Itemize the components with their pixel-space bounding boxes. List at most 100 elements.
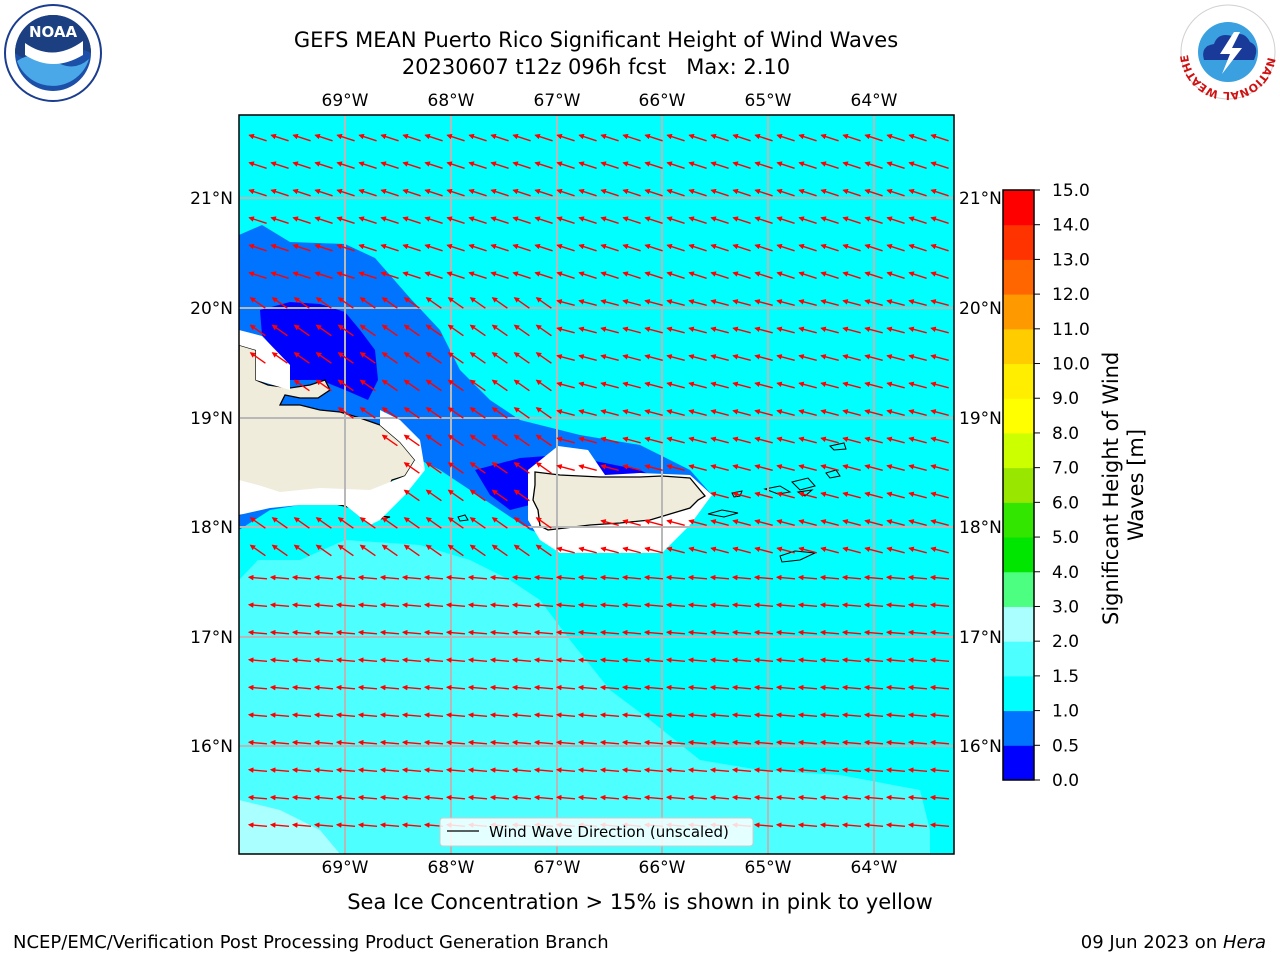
lon-tick: 69°W	[322, 858, 369, 878]
wave-direction-arrow	[381, 297, 398, 309]
wave-direction-arrow	[842, 381, 861, 389]
wave-direction-arrow	[599, 657, 620, 663]
wave-direction-arrow	[358, 188, 377, 197]
wave-direction-arrow	[820, 464, 839, 471]
wave-direction-arrow	[578, 464, 597, 471]
wave-direction-arrow	[402, 133, 421, 142]
wave-direction-arrow	[753, 657, 774, 663]
wave-direction-arrow	[819, 629, 840, 636]
lon-tick: 65°W	[745, 91, 792, 111]
wave-direction-arrow	[842, 546, 861, 554]
wave-direction-arrow	[842, 133, 861, 142]
wave-direction-arrow	[666, 243, 685, 252]
wave-direction-arrow	[445, 602, 466, 608]
wave-direction-arrow	[357, 822, 378, 828]
wave-direction-arrow	[688, 188, 707, 197]
wave-direction-arrow	[798, 436, 817, 444]
wave-direction-arrow	[710, 216, 729, 224]
wave-direction-arrow	[665, 684, 686, 691]
wave-direction-arrow	[490, 133, 509, 142]
lat-tick: 16°N	[959, 737, 1002, 757]
wave-direction-arrow	[291, 767, 312, 773]
wave-direction-arrow	[313, 767, 334, 773]
colorbar-tick-label: 2.0	[1052, 632, 1079, 652]
wave-direction-arrow	[665, 739, 686, 746]
wave-direction-arrow	[403, 489, 420, 502]
colorbar-segment	[1003, 363, 1034, 399]
wave-direction-arrow	[425, 462, 442, 474]
wave-direction-arrow	[359, 544, 376, 557]
wave-direction-arrow	[446, 188, 465, 197]
wave-direction-arrow	[447, 407, 464, 419]
wave-direction-arrow	[534, 243, 553, 252]
wave-direction-arrow	[247, 629, 268, 636]
wave-direction-arrow	[379, 822, 400, 828]
wave-direction-arrow	[666, 216, 685, 224]
wave-direction-arrow	[908, 436, 927, 444]
sea-ice-caption: Sea Ice Concentration > 15% is shown in …	[347, 890, 933, 914]
wave-direction-arrow	[337, 407, 354, 419]
wave-direction-arrow	[491, 407, 508, 419]
lat-tick: 17°N	[190, 628, 233, 648]
wave-direction-arrow	[513, 352, 530, 364]
wave-direction-arrow	[863, 767, 884, 773]
wave-direction-arrow	[754, 243, 773, 252]
wave-direction-arrow	[643, 602, 664, 608]
wave-direction-arrow	[688, 161, 707, 169]
wave-direction-arrow	[291, 794, 312, 801]
wave-direction-arrow	[643, 767, 664, 773]
wave-direction-arrow	[381, 544, 398, 557]
wave-direction-arrow	[622, 299, 641, 306]
wave-direction-arrow	[490, 243, 509, 252]
colorbar-segment	[1003, 432, 1034, 469]
lon-tick: 64°W	[851, 91, 898, 111]
wave-direction-arrow	[424, 243, 443, 252]
wave-direction-arrow	[247, 794, 268, 801]
wave-direction-arrow	[687, 767, 708, 773]
wave-direction-arrow	[644, 271, 663, 279]
wave-direction-arrow	[930, 546, 949, 554]
wave-direction-arrow	[842, 491, 861, 499]
wave-direction-arrow	[313, 822, 334, 828]
wave-direction-arrow	[535, 462, 552, 474]
wave-direction-arrow	[621, 712, 642, 718]
wave-direction-arrow	[907, 602, 928, 608]
wave-direction-arrow	[842, 216, 861, 224]
lat-tick: 18°N	[190, 518, 233, 538]
wave-direction-arrow	[622, 436, 641, 444]
wave-direction-arrow	[513, 324, 530, 337]
wave-direction-arrow	[314, 216, 333, 224]
wave-direction-arrow	[775, 822, 796, 828]
wave-direction-arrow	[710, 326, 729, 334]
wave-direction-arrow	[710, 299, 729, 306]
lon-tick: 68°W	[428, 91, 475, 111]
wave-direction-arrow	[269, 794, 290, 801]
wave-direction-arrow	[401, 767, 422, 773]
wave-direction-arrow	[930, 188, 949, 197]
wave-direction-arrow	[754, 436, 773, 444]
gridlines	[239, 115, 954, 854]
wave-direction-arrow	[754, 326, 773, 334]
legend: Wind Wave Direction (unscaled)	[439, 817, 754, 847]
wave-direction-arrow	[447, 462, 464, 474]
wave-direction-arrow	[710, 161, 729, 169]
wave-direction-arrow	[621, 629, 642, 636]
wave-direction-arrow	[271, 544, 288, 557]
wave-direction-arrow	[776, 271, 795, 279]
wave-direction-arrow	[666, 299, 685, 306]
wave-direction-arrow	[842, 436, 861, 444]
wave-direction-arrow	[842, 161, 861, 169]
wave-direction-arrow	[380, 188, 399, 197]
wave-direction-arrow	[599, 739, 620, 746]
wave-direction-arrow	[577, 629, 598, 636]
wave-direction-arrow	[776, 409, 795, 416]
wave-direction-arrow	[600, 464, 619, 471]
hispaniola-gap	[239, 330, 290, 390]
wave-direction-arrow	[314, 188, 333, 197]
wave-direction-arrow	[599, 602, 620, 608]
wave-direction-arrow	[578, 299, 597, 306]
colorbar-tick-label: 0.5	[1052, 736, 1079, 756]
wave-direction-arrow	[731, 684, 752, 691]
